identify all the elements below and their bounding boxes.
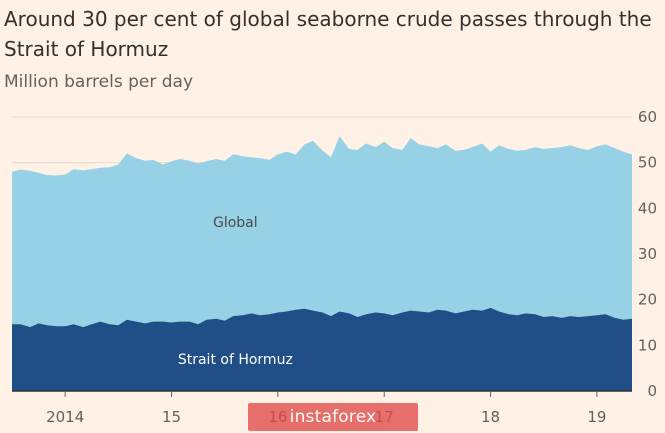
y-tick-label: 40 [638,199,657,217]
x-tick-label: 15 [162,408,181,426]
x-tick-label: 2014 [46,408,84,426]
y-tick-label: 0 [647,382,657,400]
watermark-badge: instaforex [248,403,418,431]
watermark-text: instaforex [289,407,377,427]
series-label: Global [213,215,258,231]
y-tick-label: 10 [638,336,657,354]
series-label: Strait of Hormuz [178,352,293,368]
chart-title: Around 30 per cent of global seaborne cr… [4,7,652,61]
y-tick-label: 30 [638,245,657,263]
y-axis: 0 10 20 30 40 50 60 [638,108,657,400]
series-labels: Global Strait of Hormuz [178,215,293,368]
y-tick-label: 50 [638,154,657,172]
x-tick-label: 19 [587,408,606,426]
chart-subtitle: Million barrels per day [4,72,194,92]
y-tick-label: 20 [638,291,657,309]
area-strait-of-hormuz [12,307,632,391]
area-series-layer [12,136,632,391]
x-tick-label: 18 [481,408,500,426]
y-tick-label: 60 [638,108,657,126]
